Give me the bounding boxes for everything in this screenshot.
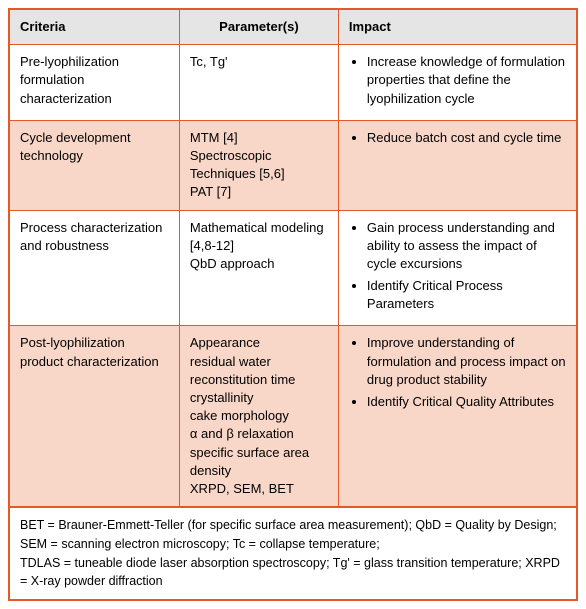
header-impact: Impact	[338, 9, 577, 45]
parameter-line: MTM [4]	[190, 129, 328, 147]
impact-item: Reduce batch cost and cycle time	[367, 129, 566, 147]
cell-criteria: Cycle development technology	[9, 120, 179, 210]
impact-item: Identify Critical Process Parameters	[367, 277, 566, 313]
table-header-row: Criteria Parameter(s) Impact	[9, 9, 577, 45]
cell-criteria: Pre-lyophilization formulation character…	[9, 45, 179, 121]
impact-item: Identify Critical Quality Attributes	[367, 393, 566, 411]
parameter-line: Mathematical modeling [4,8-12]	[190, 219, 328, 255]
parameter-line: XRPD, SEM, BET	[190, 480, 328, 498]
parameter-line: reconstitution time	[190, 371, 328, 389]
table-row: Process characterization and robustnessM…	[9, 210, 577, 326]
parameter-line: cake morphology	[190, 407, 328, 425]
parameter-line: Spectroscopic Techniques [5,6]	[190, 147, 328, 183]
table-row: Cycle development technologyMTM [4]Spect…	[9, 120, 577, 210]
cell-impact: Improve understanding of formulation and…	[338, 326, 577, 507]
criteria-table: Criteria Parameter(s) Impact Pre-lyophil…	[8, 8, 578, 508]
parameter-line: residual water	[190, 353, 328, 371]
impact-item: Increase knowledge of formulation proper…	[367, 53, 566, 108]
header-criteria: Criteria	[9, 9, 179, 45]
impact-list: Reduce batch cost and cycle time	[349, 129, 566, 147]
parameter-line: specific surface area	[190, 444, 328, 462]
cell-impact: Increase knowledge of formulation proper…	[338, 45, 577, 121]
impact-list: Increase knowledge of formulation proper…	[349, 53, 566, 108]
table-body: Pre-lyophilization formulation character…	[9, 45, 577, 507]
table-row: Post-lyophilization product characteriza…	[9, 326, 577, 507]
cell-impact: Gain process understanding and ability t…	[338, 210, 577, 326]
cell-criteria: Process characterization and robustness	[9, 210, 179, 326]
cell-parameters: Mathematical modeling [4,8-12]QbD approa…	[179, 210, 338, 326]
table-row: Pre-lyophilization formulation character…	[9, 45, 577, 121]
parameter-line: Appearance	[190, 334, 328, 352]
footnote: BET = Brauner-Emmett-Teller (for specifi…	[8, 508, 578, 601]
cell-parameters: Tc, Tg'	[179, 45, 338, 121]
parameter-line: PAT [7]	[190, 183, 328, 201]
header-parameters: Parameter(s)	[179, 9, 338, 45]
parameter-line: QbD approach	[190, 255, 328, 273]
impact-list: Improve understanding of formulation and…	[349, 334, 566, 411]
parameter-line: density	[190, 462, 328, 480]
impact-list: Gain process understanding and ability t…	[349, 219, 566, 314]
parameter-line: Tc, Tg'	[190, 53, 328, 71]
impact-item: Gain process understanding and ability t…	[367, 219, 566, 274]
parameter-line: α and β relaxation	[190, 425, 328, 443]
cell-impact: Reduce batch cost and cycle time	[338, 120, 577, 210]
parameter-line: crystallinity	[190, 389, 328, 407]
cell-parameters: Appearanceresidual waterreconstitution t…	[179, 326, 338, 507]
impact-item: Improve understanding of formulation and…	[367, 334, 566, 389]
cell-parameters: MTM [4]Spectroscopic Techniques [5,6]PAT…	[179, 120, 338, 210]
cell-criteria: Post-lyophilization product characteriza…	[9, 326, 179, 507]
